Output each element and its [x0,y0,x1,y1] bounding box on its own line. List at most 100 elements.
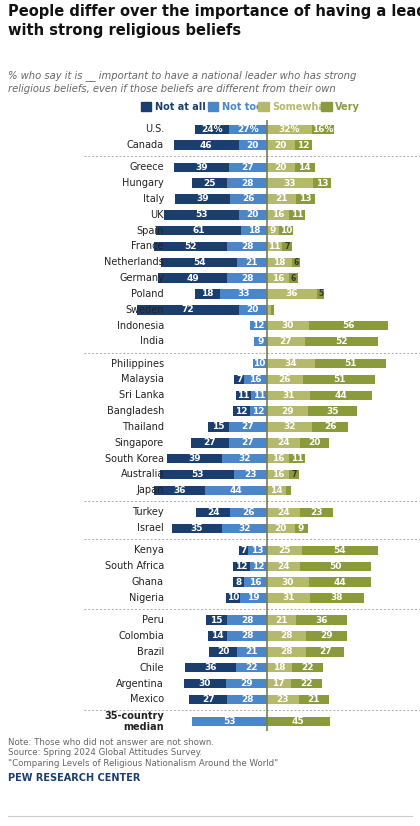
Text: 28: 28 [241,615,253,624]
Bar [239,210,267,220]
Text: 10: 10 [227,594,239,602]
Text: Thailand: Thailand [122,422,164,432]
Bar [307,406,357,415]
Bar [271,305,274,315]
Text: 53: 53 [191,470,203,479]
Bar [250,562,267,571]
Text: 53: 53 [223,717,236,726]
Text: 54: 54 [193,258,205,267]
Text: 16%: 16% [312,125,334,134]
Text: 36: 36 [173,486,186,495]
Bar [158,273,227,282]
Text: 12: 12 [297,140,310,150]
Text: 21: 21 [307,695,320,704]
Bar [267,320,309,330]
Text: 12: 12 [235,562,248,571]
Text: Poland: Poland [131,289,164,299]
Text: 26: 26 [279,375,291,384]
Text: 27: 27 [241,163,254,172]
Bar [167,454,222,463]
Text: 24: 24 [277,508,290,517]
Bar [267,140,295,150]
Text: 28: 28 [280,632,293,640]
Bar [205,486,267,495]
Text: 23: 23 [277,695,289,704]
Text: 5: 5 [318,289,323,298]
Text: 11: 11 [268,242,281,251]
Text: 30: 30 [282,577,294,586]
Bar [239,546,248,555]
Bar [267,375,303,384]
Text: 45: 45 [292,717,304,726]
Text: 28: 28 [241,242,253,251]
Text: 39: 39 [197,194,209,203]
Text: Not too: Not too [222,102,262,112]
Text: Sweden: Sweden [126,305,164,315]
Text: Note: Those who did not answer are not shown.: Note: Those who did not answer are not s… [8,738,214,747]
Text: 15: 15 [210,615,223,624]
Text: 21: 21 [275,615,288,624]
Text: 21: 21 [246,648,258,657]
Text: 51: 51 [344,359,357,368]
Text: 56: 56 [342,321,354,330]
Bar [161,258,237,267]
Bar [310,391,372,400]
Text: Brazil: Brazil [137,647,164,657]
Text: Hungary: Hungary [122,178,164,188]
Bar [239,140,267,150]
Text: 51: 51 [333,375,345,384]
Bar [306,647,344,657]
Text: 26: 26 [324,422,336,431]
Bar [267,508,300,517]
Text: 12: 12 [252,406,265,415]
Text: 14: 14 [270,486,283,495]
Bar [237,647,267,657]
Text: Singapore: Singapore [115,438,164,448]
Text: 52: 52 [335,337,347,346]
Text: 20: 20 [275,163,287,172]
Text: 8: 8 [236,577,242,586]
Text: 22: 22 [245,663,257,672]
Text: 11: 11 [291,211,303,219]
Bar [174,163,229,172]
Text: 32: 32 [238,454,250,463]
Text: 31: 31 [282,391,295,400]
Bar [164,210,239,220]
Text: 20: 20 [247,211,259,219]
Text: PEW RESEARCH CENTER: PEW RESEARCH CENTER [8,773,141,783]
Bar [227,631,267,641]
Text: 49: 49 [186,273,199,282]
Bar [267,577,309,587]
Text: UK: UK [150,210,164,220]
Text: 6: 6 [291,273,296,282]
Text: 21: 21 [275,194,288,203]
Text: Italy: Italy [143,194,164,204]
Text: 29: 29 [240,679,252,688]
Text: % who say it is __ important to have a national leader who has strong
religious : % who say it is __ important to have a n… [8,70,357,94]
Text: 6: 6 [294,258,299,267]
Text: India: India [140,336,164,346]
Bar [230,194,267,204]
Text: 19: 19 [247,594,260,602]
Bar [267,562,300,571]
Text: "Comparing Levels of Religious Nationalism Around the World": "Comparing Levels of Religious Nationali… [8,759,278,768]
Bar [192,717,267,726]
Text: 20: 20 [275,524,287,533]
Text: 27: 27 [241,439,254,448]
Bar [267,454,289,463]
Bar [227,695,267,704]
Bar [267,391,310,400]
Text: 32: 32 [238,524,250,533]
Text: 25: 25 [203,178,216,188]
Text: 14: 14 [211,632,224,640]
Bar [227,178,267,188]
Bar [267,210,289,220]
Text: 16: 16 [272,470,284,479]
Bar [137,305,239,315]
Bar [154,242,227,251]
Text: 31: 31 [282,594,295,602]
Text: 20: 20 [275,140,287,150]
Text: 23: 23 [244,470,257,479]
Bar [300,438,328,448]
Text: U.S.: U.S. [145,124,164,135]
